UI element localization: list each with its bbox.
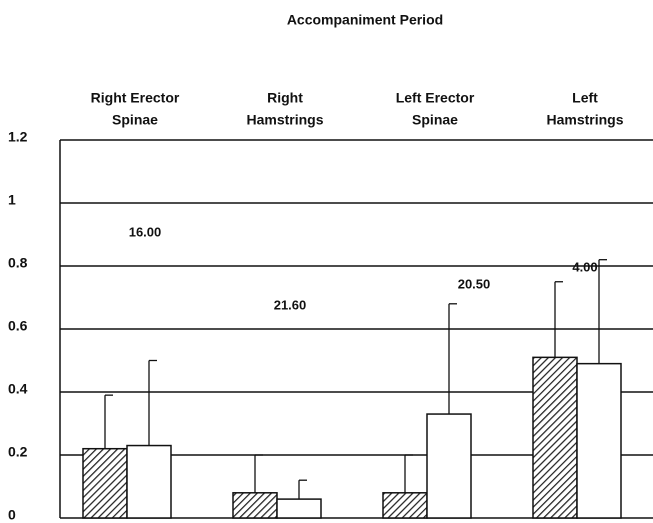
y-tick-label: 1: [8, 192, 16, 208]
bar: [232, 492, 278, 519]
bar: [82, 447, 128, 519]
annotation: 16.00: [129, 224, 162, 239]
category-label: Left: [572, 90, 598, 106]
chart-title: Accompaniment Period: [287, 12, 443, 28]
bar: [532, 356, 578, 519]
bar: [276, 498, 322, 519]
annotation: 20.50: [458, 276, 491, 291]
category-label: Right Erector: [91, 90, 180, 106]
y-tick-label: 0.6: [8, 318, 28, 334]
bar: [426, 413, 472, 519]
category-label: Hamstrings: [546, 112, 623, 128]
y-tick-label: 1.2: [8, 129, 28, 145]
category-label: Hamstrings: [246, 112, 323, 128]
bar: [576, 362, 622, 519]
y-tick-label: 0.2: [8, 444, 28, 460]
y-tick-label: 0.4: [8, 381, 28, 397]
category-label: Right: [267, 90, 303, 106]
category-label: Left Erector: [396, 90, 475, 106]
y-tick-label: 0.8: [8, 255, 28, 271]
bar: [126, 444, 172, 519]
annotation: 4.00: [572, 259, 597, 274]
category-label: Spinae: [412, 112, 458, 128]
y-tick-label: 0: [8, 507, 16, 523]
bar: [382, 492, 428, 519]
category-label: Spinae: [112, 112, 158, 128]
annotation: 21.60: [274, 297, 307, 312]
